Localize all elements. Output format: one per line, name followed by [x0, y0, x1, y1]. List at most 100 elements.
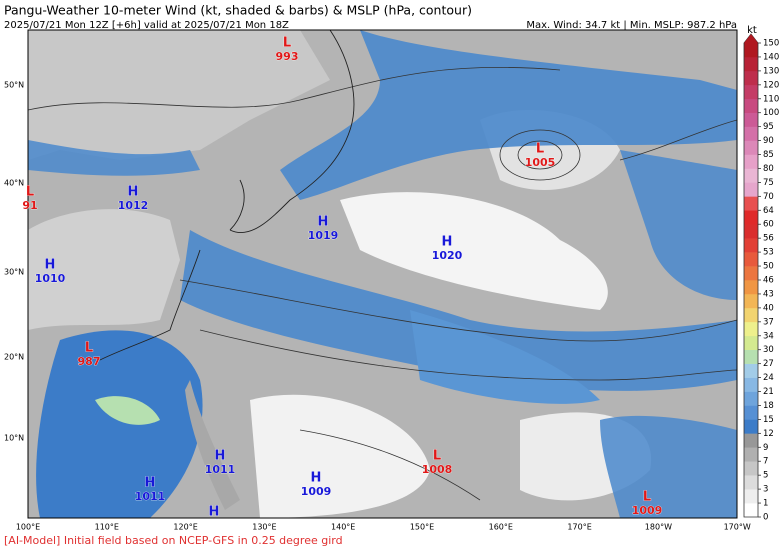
center-symbol: L [536, 142, 544, 157]
land-shade [28, 30, 330, 160]
center-pressure: 1019 [308, 229, 339, 242]
center-pressure: 91 [22, 199, 37, 212]
colorbar-segment [744, 363, 758, 378]
wind-band [280, 30, 737, 200]
center-pressure: 1009 [632, 504, 663, 517]
center-symbol: H [442, 235, 453, 250]
center-pressure: 987 [78, 355, 101, 368]
lon-label: 130°E [252, 523, 276, 532]
colorbar-tick-label: 21 [763, 387, 774, 397]
center-symbol: H [128, 185, 139, 200]
colorbar-segment [744, 475, 758, 490]
center-symbol: H [318, 215, 329, 230]
center-pressure: 1010 [35, 272, 66, 285]
center-symbol: H [145, 476, 156, 491]
colorbar-tick-label: 15 [763, 415, 774, 425]
colorbar-segment [744, 349, 758, 364]
lon-label: 150°E [410, 523, 434, 532]
lon-label: 160°E [489, 523, 513, 532]
colorbar-segment [744, 224, 758, 239]
colorbar-tick-label: 130 [763, 66, 779, 76]
lon-label: 110°E [95, 523, 119, 532]
colorbar-tick-label: 24 [763, 373, 774, 383]
wind-band [620, 150, 737, 300]
lat-label: 50°N [4, 81, 24, 90]
wind-band [600, 415, 737, 518]
colorbar-tick-label: 7 [763, 457, 768, 467]
wind-band [180, 230, 737, 391]
colorbar-segment [744, 84, 758, 100]
colorbar-segment [744, 126, 758, 141]
center-symbol: L [26, 185, 34, 200]
calm-area [250, 394, 430, 518]
colorbar-tick-label: 34 [763, 331, 774, 341]
colorbar-segment [744, 98, 758, 114]
colorbar-segment [744, 280, 758, 295]
colorbar-tick-label: 95 [763, 122, 774, 132]
colorbar-tick-label: 43 [763, 289, 774, 299]
colorbar-segment [744, 56, 758, 72]
colorbar-segment [744, 489, 758, 504]
colorbar-segment [744, 391, 758, 406]
colorbar-tick-label: 3 [763, 485, 768, 495]
colorbar-segment [744, 293, 758, 309]
colorbar-tick-label: 1 [763, 499, 768, 509]
colorbar-segment [744, 335, 758, 351]
center-pressure: 1009 [301, 485, 332, 498]
colorbar-tick-label: 46 [763, 276, 774, 286]
colorbar-tick-label: 90 [763, 136, 774, 146]
colorbar-tick-label: 18 [763, 401, 774, 411]
center-pressure: 1011 [205, 463, 236, 476]
land [28, 209, 180, 330]
colorbar-segment [744, 252, 758, 267]
coastlines [99, 30, 355, 361]
colorbar-tick-label: 60 [763, 220, 774, 230]
colorbar-tick-label: 85 [763, 150, 774, 160]
lon-label: 140°E [331, 523, 355, 532]
colorbar-tick-label: 64 [763, 206, 774, 216]
colorbar-tick-label: 12 [763, 429, 774, 439]
colorbar-tick-label: 9 [763, 443, 768, 453]
lat-label: 10°N [4, 434, 24, 443]
center-symbol: L [85, 341, 93, 356]
colorbar-segment [744, 461, 758, 476]
colorbar-segment [744, 196, 758, 211]
colorbar-tick-label: 150 [763, 39, 779, 49]
colorbar-segment [744, 182, 758, 197]
calm-area [340, 192, 608, 310]
center-symbol: L [643, 490, 651, 505]
lon-label: 170°E [567, 523, 591, 532]
colorbar-tick-label: 100 [763, 108, 779, 118]
lon-label: 100°E [16, 523, 40, 532]
center-pressure: 1005 [525, 156, 556, 169]
colorbar-tick-label: 140 [763, 52, 779, 62]
colorbar-segment [744, 447, 758, 462]
colorbar-segment [744, 433, 758, 448]
colorbar-tick-label: 30 [763, 345, 774, 355]
lon-label: 120°E [173, 523, 197, 532]
colorbar-segment [744, 168, 758, 183]
colorbar-tip [744, 34, 758, 43]
lat-label: 40°N [4, 179, 24, 188]
colorbar-tick-label: 80 [763, 164, 774, 174]
colorbar-segment [744, 154, 758, 169]
colorbar-tick-label: 56 [763, 234, 774, 244]
center-symbol: H [45, 258, 56, 273]
lat-label: 30°N [4, 268, 24, 277]
colorbar-segment [744, 321, 758, 337]
center-symbol: H [215, 449, 226, 464]
footer: [AI-Model] Initial field based on NCEP-G… [4, 534, 343, 547]
colorbar-segment [744, 503, 758, 518]
center-symbol: L [283, 36, 291, 51]
colorbar-segment [744, 43, 758, 58]
land [185, 380, 240, 510]
colorbar-tick-label: 53 [763, 248, 774, 258]
map-frame [27, 29, 738, 519]
center-pressure: 1020 [432, 249, 463, 262]
title: Pangu-Weather 10-meter Wind (kt, shaded … [4, 3, 472, 18]
center-symbol: H [311, 471, 322, 486]
colorbar-tick-label: 120 [763, 80, 779, 90]
colorbar-tick-label: 37 [763, 317, 774, 327]
